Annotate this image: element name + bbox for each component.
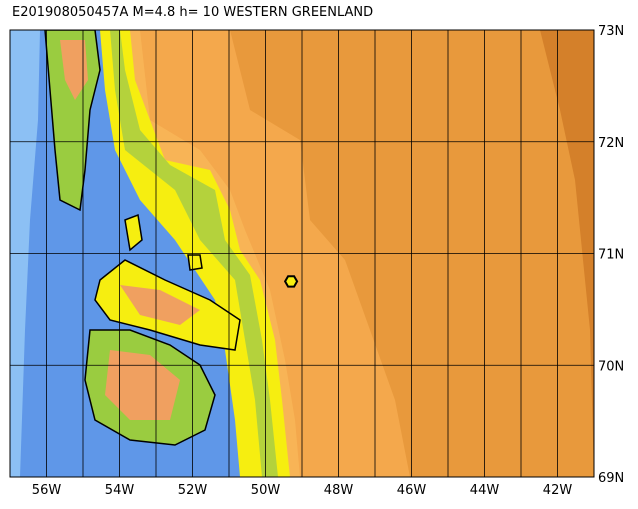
lon-tick-label: 46W [397, 483, 427, 498]
lon-tick-label: 42W [543, 483, 573, 498]
lat-tick-label: 72N [598, 136, 624, 151]
epicenter-marker [283, 275, 299, 288]
lat-tick-label: 71N [598, 248, 624, 263]
lat-tick-label: 73N [598, 24, 624, 39]
lon-tick-label: 52W [178, 483, 208, 498]
lon-tick-label: 44W [470, 483, 500, 498]
map-title: E201908050457A M=4.8 h= 10 WESTERN GREEN… [12, 5, 373, 20]
lon-tick-label: 54W [105, 483, 135, 498]
lon-tick-label: 56W [32, 483, 62, 498]
lat-tick-label: 69N [598, 471, 624, 486]
lon-tick-label: 48W [324, 483, 354, 498]
lon-tick-label: 50W [251, 483, 281, 498]
lat-tick-label: 70N [598, 359, 624, 374]
